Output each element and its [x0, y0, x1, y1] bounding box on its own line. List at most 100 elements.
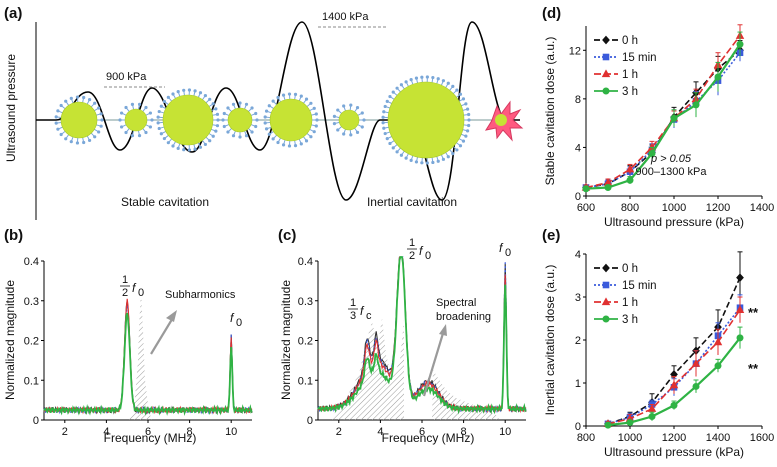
y-tick-label: 0.1: [24, 375, 39, 387]
panel-a-ylabel: Ultrasound pressure: [4, 54, 18, 162]
x-tick-label: 10: [499, 426, 511, 438]
y-tick-label: 0: [33, 415, 39, 427]
microbubble: [381, 75, 471, 165]
svg-text:c: c: [366, 310, 372, 322]
legend-item: 0 h: [594, 35, 638, 47]
x-tick-label: 8: [187, 426, 193, 438]
legend: 0 h 15 min 1 h 3 h: [594, 263, 657, 326]
panel-b-xlabel: Frequency (MHz): [104, 431, 197, 445]
y-tick-label: 2: [575, 335, 581, 347]
x-tick-label: 1000: [662, 202, 686, 214]
y-tick-label: 0.2: [24, 336, 39, 348]
data-point: [736, 334, 744, 342]
legend-item: 3 h: [594, 314, 638, 326]
subharmonics-label: Subharmonics: [165, 289, 236, 301]
y-tick-label: 0: [575, 421, 581, 433]
x-tick-label: 10: [225, 426, 237, 438]
y-tick-label: 4: [575, 142, 581, 154]
data-point: [625, 164, 635, 173]
data-point: [692, 382, 700, 390]
data-point: [604, 421, 612, 429]
x-tick-label: 1600: [750, 432, 774, 444]
data-point: [601, 297, 611, 306]
panel-a: (a) Ultrasound pressure 900 kPa 1400 kPa…: [4, 5, 524, 220]
spectrum-trace: [43, 305, 253, 415]
microbubble: [332, 103, 366, 137]
y-tick-label: 8: [575, 94, 581, 106]
panel-e: (e) 0 1 2 3 4 800 1000 1200 1400 1600 Ultrasound p…: [542, 227, 774, 459]
svg-text:1: 1: [122, 274, 128, 286]
legend-label: 15 min: [622, 280, 657, 292]
data-point: [691, 359, 701, 367]
y-tick-label: 12: [569, 45, 581, 57]
y-tick-label: 0.3: [298, 296, 313, 308]
legend: 0 h 15 min 1 h 3 h: [594, 35, 657, 98]
subharmonics-arrow: [150, 310, 177, 355]
svg-text:f: f: [132, 281, 137, 295]
data-point: [670, 401, 678, 409]
svg-text:f: f: [499, 241, 504, 255]
y-axis-title: Inertial cavitation dose (a.u.): [543, 265, 557, 416]
data-point: [604, 184, 612, 191]
spectral-label-line2: broadening: [436, 311, 491, 323]
x-tick-label: 800: [621, 202, 639, 214]
x-tick-label: 800: [577, 432, 595, 444]
svg-text:f: f: [419, 244, 424, 258]
legend-label: 15 min: [622, 52, 657, 64]
panel-letter-a: (a): [4, 5, 22, 22]
legend-label: 3 h: [622, 314, 638, 326]
data-point: [626, 176, 634, 184]
x-tick-label: 1200: [662, 432, 686, 444]
x-tick-label: 2: [62, 426, 68, 438]
panel-letter-b: (b): [4, 227, 23, 244]
spectrum-trace: [43, 300, 253, 415]
x-tick-label: 1400: [750, 202, 774, 214]
svg-text:0: 0: [505, 247, 511, 259]
y-tick-label: 0.4: [24, 256, 39, 268]
data-point: [602, 35, 610, 45]
legend-item: 0 h: [594, 263, 638, 275]
spectrum-trace: [317, 256, 527, 414]
series-3-h: [582, 31, 744, 193]
data-point: [714, 73, 722, 81]
spectrum-trace: [43, 312, 253, 417]
caption-inertial: Inertial cavitation: [367, 195, 457, 209]
legend-label: 0 h: [622, 35, 638, 47]
legend-item: 15 min: [594, 52, 657, 64]
legend-item: 3 h: [594, 86, 638, 98]
y-tick-label: 0.2: [298, 336, 313, 348]
y-tick-label: 0: [307, 415, 313, 427]
x-tick-label: 8: [461, 426, 467, 438]
panel-letter-e: (e): [542, 227, 560, 244]
svg-text:f: f: [360, 304, 365, 318]
data-point: [582, 185, 590, 193]
x-tick-label: 1200: [706, 202, 730, 214]
data-point: [602, 263, 610, 273]
legend-item: 15 min: [594, 280, 657, 292]
legend-label: 0 h: [622, 263, 638, 275]
pressure-wave: [36, 21, 520, 201]
panel-c-xlabel: Frequency (MHz): [382, 431, 475, 445]
legend-label: 1 h: [622, 69, 638, 81]
x-tick-label: 600: [577, 202, 595, 214]
panel-b: (b) Normalized magnitude Frequency (MHz)…: [3, 227, 253, 445]
x-tick-label: 1000: [618, 432, 642, 444]
data-point: [670, 114, 678, 122]
series-line: [585, 43, 741, 190]
svg-text:f: f: [230, 311, 235, 325]
data-point: [647, 404, 657, 412]
x-tick-label: 6: [145, 426, 151, 438]
chart-e: 0 1 2 3 4 800 1000 1200 1400 1600 Ultrasound press…: [543, 249, 774, 459]
x-tick-label: 4: [103, 426, 109, 438]
y-axis-title: Stable cavitation dose (a.u.): [543, 37, 557, 186]
y-tick-label: 0.1: [298, 375, 313, 387]
data-point: [736, 273, 744, 283]
svg-text:2: 2: [122, 287, 128, 299]
data-point: [714, 362, 722, 370]
y-tick-label: 3: [575, 292, 581, 304]
data-point: [601, 69, 611, 78]
series-line: [585, 35, 741, 189]
data-point: [602, 281, 610, 289]
x-tick-label: 1400: [706, 432, 730, 444]
